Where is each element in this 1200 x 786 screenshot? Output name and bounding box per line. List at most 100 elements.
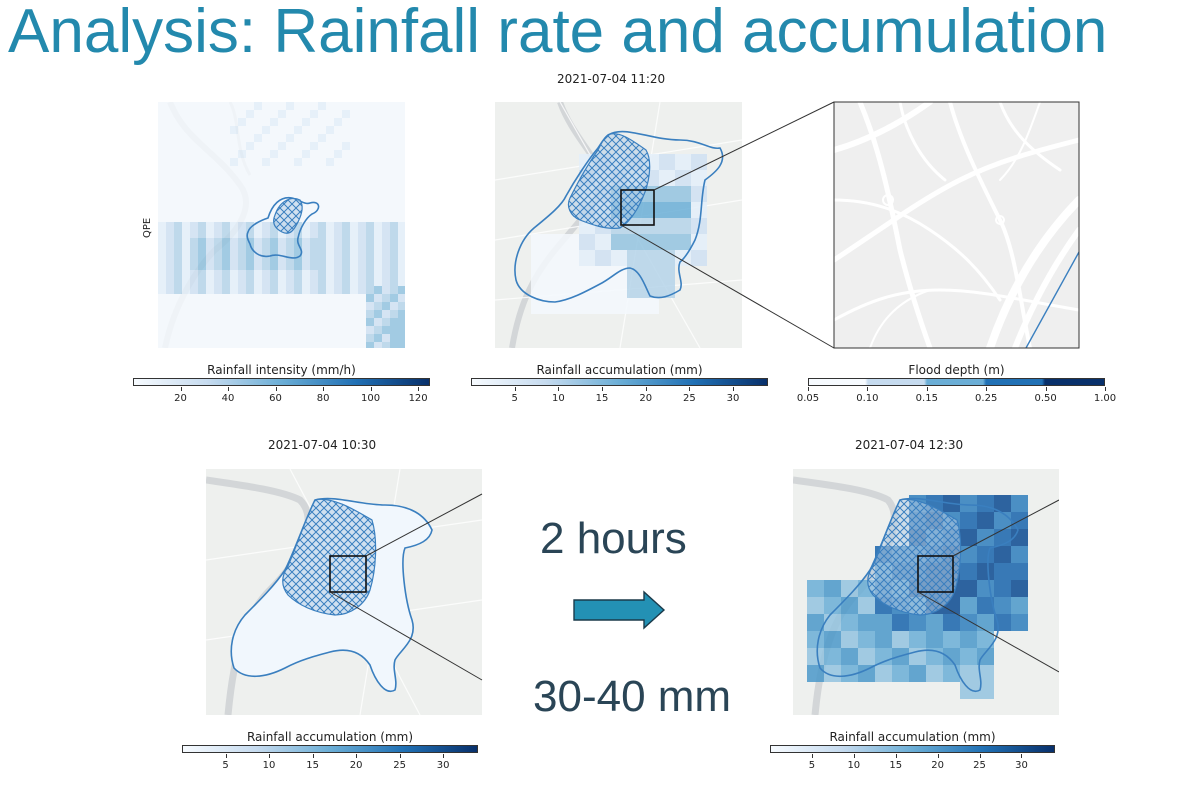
rain-cell bbox=[254, 278, 262, 286]
rain-cell bbox=[334, 318, 342, 326]
rain-cell bbox=[366, 270, 374, 278]
rain-cell bbox=[174, 126, 182, 134]
rain-cell bbox=[334, 270, 342, 278]
rain-cell bbox=[206, 278, 214, 286]
rain-cell bbox=[310, 134, 318, 142]
rain-cell bbox=[246, 134, 254, 142]
rain-cell bbox=[294, 126, 302, 134]
rain-cell bbox=[398, 206, 405, 214]
rain-cell bbox=[382, 222, 390, 230]
rain-cell bbox=[326, 294, 334, 302]
rain-cell bbox=[366, 198, 374, 206]
rain-cell bbox=[824, 648, 841, 665]
rain-cell bbox=[198, 166, 206, 174]
rain-cell bbox=[691, 170, 707, 186]
rain-cell bbox=[222, 198, 230, 206]
rain-cell bbox=[310, 326, 318, 334]
rain-cell bbox=[334, 254, 342, 262]
rain-cell bbox=[302, 310, 310, 318]
rain-cell bbox=[214, 246, 222, 254]
rain-cell bbox=[310, 126, 318, 134]
rain-cell bbox=[310, 158, 318, 166]
rain-cell bbox=[238, 206, 246, 214]
rain-cell bbox=[230, 126, 238, 134]
rain-cell bbox=[206, 342, 214, 348]
rain-cell bbox=[350, 190, 358, 198]
rain-cell bbox=[230, 190, 238, 198]
rain-cell bbox=[222, 278, 230, 286]
rain-cell bbox=[230, 166, 238, 174]
rain-cell bbox=[310, 214, 318, 222]
rain-cell bbox=[270, 222, 278, 230]
rain-cell bbox=[960, 648, 977, 665]
rain-cell bbox=[246, 110, 254, 118]
rain-cell bbox=[350, 214, 358, 222]
accum-top-colorbar-ticks: 5 10 15 20 25 30 bbox=[471, 387, 768, 404]
rain-cell bbox=[166, 326, 174, 334]
colorbar-tick bbox=[225, 754, 227, 758]
rain-cell bbox=[158, 246, 166, 254]
rain-cell bbox=[246, 310, 254, 318]
rain-cell bbox=[238, 134, 246, 142]
rain-cell bbox=[595, 250, 611, 266]
rain-cell bbox=[350, 310, 358, 318]
slide-title: Analysis: Rainfall rate and accumulation bbox=[8, 0, 1108, 66]
rain-cell bbox=[398, 214, 405, 222]
rain-cell bbox=[222, 294, 230, 302]
rain-cell bbox=[206, 150, 214, 158]
rain-cell bbox=[390, 198, 398, 206]
rain-cell bbox=[824, 631, 841, 648]
rain-cell bbox=[254, 150, 262, 158]
rain-cell bbox=[390, 126, 398, 134]
rain-cell bbox=[531, 266, 547, 282]
rain-cell bbox=[174, 158, 182, 166]
rain-cell bbox=[342, 246, 350, 254]
flood-map bbox=[834, 102, 1079, 348]
rain-cell bbox=[334, 102, 342, 110]
rain-cell bbox=[214, 118, 222, 126]
rain-cell bbox=[302, 126, 310, 134]
rain-cell bbox=[374, 310, 382, 318]
rain-cell bbox=[222, 214, 230, 222]
rain-cell bbox=[366, 158, 374, 166]
rain-cell bbox=[302, 158, 310, 166]
rain-cell bbox=[286, 310, 294, 318]
rain-cell bbox=[254, 214, 262, 222]
rain-cell bbox=[158, 206, 166, 214]
rain-cell bbox=[166, 270, 174, 278]
rain-cell bbox=[358, 214, 366, 222]
rain-cell bbox=[691, 186, 707, 202]
colorbar-tick-label: 20 bbox=[174, 393, 187, 404]
rain-cell bbox=[206, 222, 214, 230]
rain-cell bbox=[270, 126, 278, 134]
rain-cell bbox=[190, 150, 198, 158]
rain-cell bbox=[398, 270, 405, 278]
rain-cell bbox=[374, 134, 382, 142]
rain-cell bbox=[310, 142, 318, 150]
rain-cell bbox=[214, 222, 222, 230]
rain-cell bbox=[214, 326, 222, 334]
rain-cell bbox=[294, 334, 302, 342]
rain-cell bbox=[318, 302, 326, 310]
rain-cell bbox=[214, 334, 222, 342]
rain-cell bbox=[398, 222, 405, 230]
colorbar-tick-label: 1.00 bbox=[1093, 393, 1117, 404]
rain-cell bbox=[230, 294, 238, 302]
rain-cell bbox=[230, 102, 238, 110]
rain-cell bbox=[318, 206, 326, 214]
rain-cell bbox=[214, 238, 222, 246]
rain-cell bbox=[547, 234, 563, 250]
rain-cell bbox=[158, 318, 166, 326]
rain-cell bbox=[262, 182, 270, 190]
rain-cell bbox=[222, 262, 230, 270]
rain-cell bbox=[246, 182, 254, 190]
rain-cell bbox=[374, 302, 382, 310]
rain-cell bbox=[158, 326, 166, 334]
rain-cell bbox=[182, 222, 190, 230]
rain-cell bbox=[270, 190, 278, 198]
rain-cell bbox=[390, 238, 398, 246]
rain-cell bbox=[390, 230, 398, 238]
rain-cell bbox=[326, 238, 334, 246]
rain-cell bbox=[214, 198, 222, 206]
rain-cell bbox=[390, 302, 398, 310]
